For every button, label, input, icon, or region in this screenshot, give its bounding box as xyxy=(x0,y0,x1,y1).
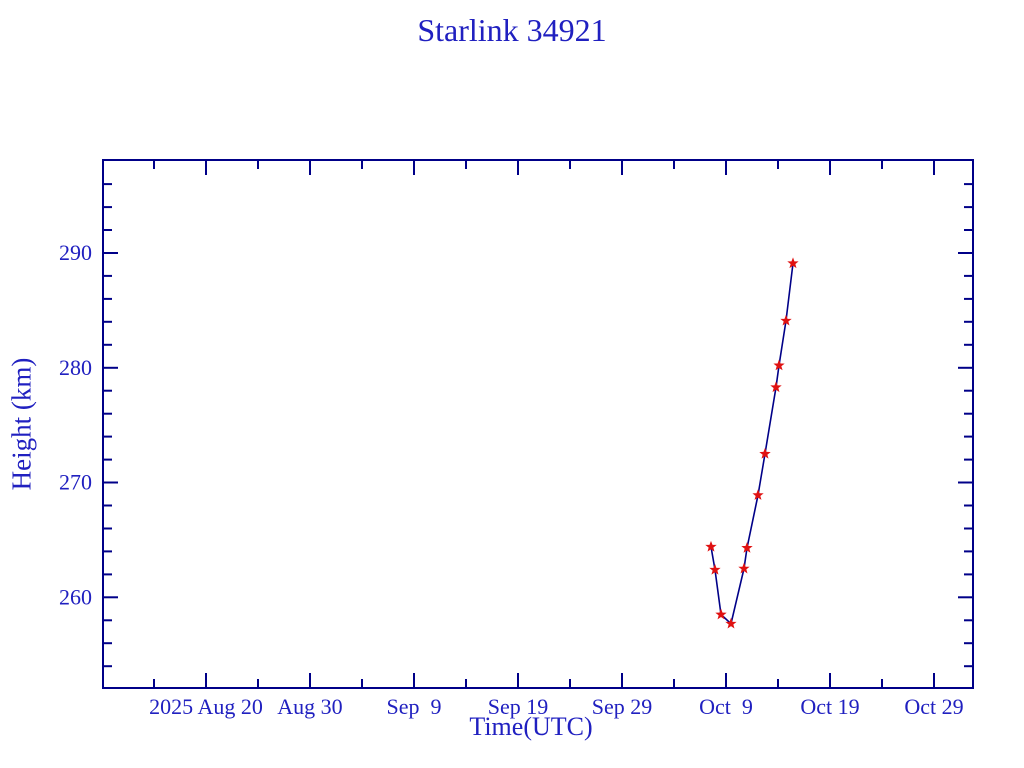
x-tick-label: Sep 19 xyxy=(488,694,549,719)
data-point-star-marker xyxy=(787,257,799,269)
x-tick-label: Oct 9 xyxy=(699,694,753,719)
y-tick-label: 270 xyxy=(59,470,92,495)
data-point-star-marker xyxy=(773,359,785,371)
plot-frame xyxy=(102,159,974,689)
x-axis-label: Time(UTC) xyxy=(469,712,593,741)
x-tick-label: Sep 9 xyxy=(387,694,442,719)
data-point-star-marker xyxy=(705,540,717,552)
y-tick-label: 260 xyxy=(59,584,92,609)
data-point-star-marker xyxy=(770,381,782,393)
data-point-star-marker xyxy=(759,447,771,459)
x-tick-label: Oct 29 xyxy=(904,694,963,719)
data-point-star-marker xyxy=(780,314,792,326)
data-point-star-marker xyxy=(725,617,737,629)
x-tick-label: 2025 Aug 20 xyxy=(149,694,263,719)
data-point-star-marker xyxy=(738,562,750,574)
height-line xyxy=(710,263,794,626)
chart-title: Starlink 34921 xyxy=(417,12,607,48)
data-point-star-marker xyxy=(709,563,721,575)
x-tick-label: Sep 29 xyxy=(592,694,653,719)
y-tick-label: 280 xyxy=(59,355,92,380)
data-point-star-marker xyxy=(715,608,727,620)
data-point-star-marker xyxy=(752,489,764,500)
y-axis-label: Height (km) xyxy=(6,357,37,491)
x-tick-label: Aug 30 xyxy=(277,694,342,719)
x-tick-label: Oct 19 xyxy=(800,694,859,719)
y-tick-label: 290 xyxy=(59,240,92,265)
data-point-star-marker xyxy=(741,542,753,553)
